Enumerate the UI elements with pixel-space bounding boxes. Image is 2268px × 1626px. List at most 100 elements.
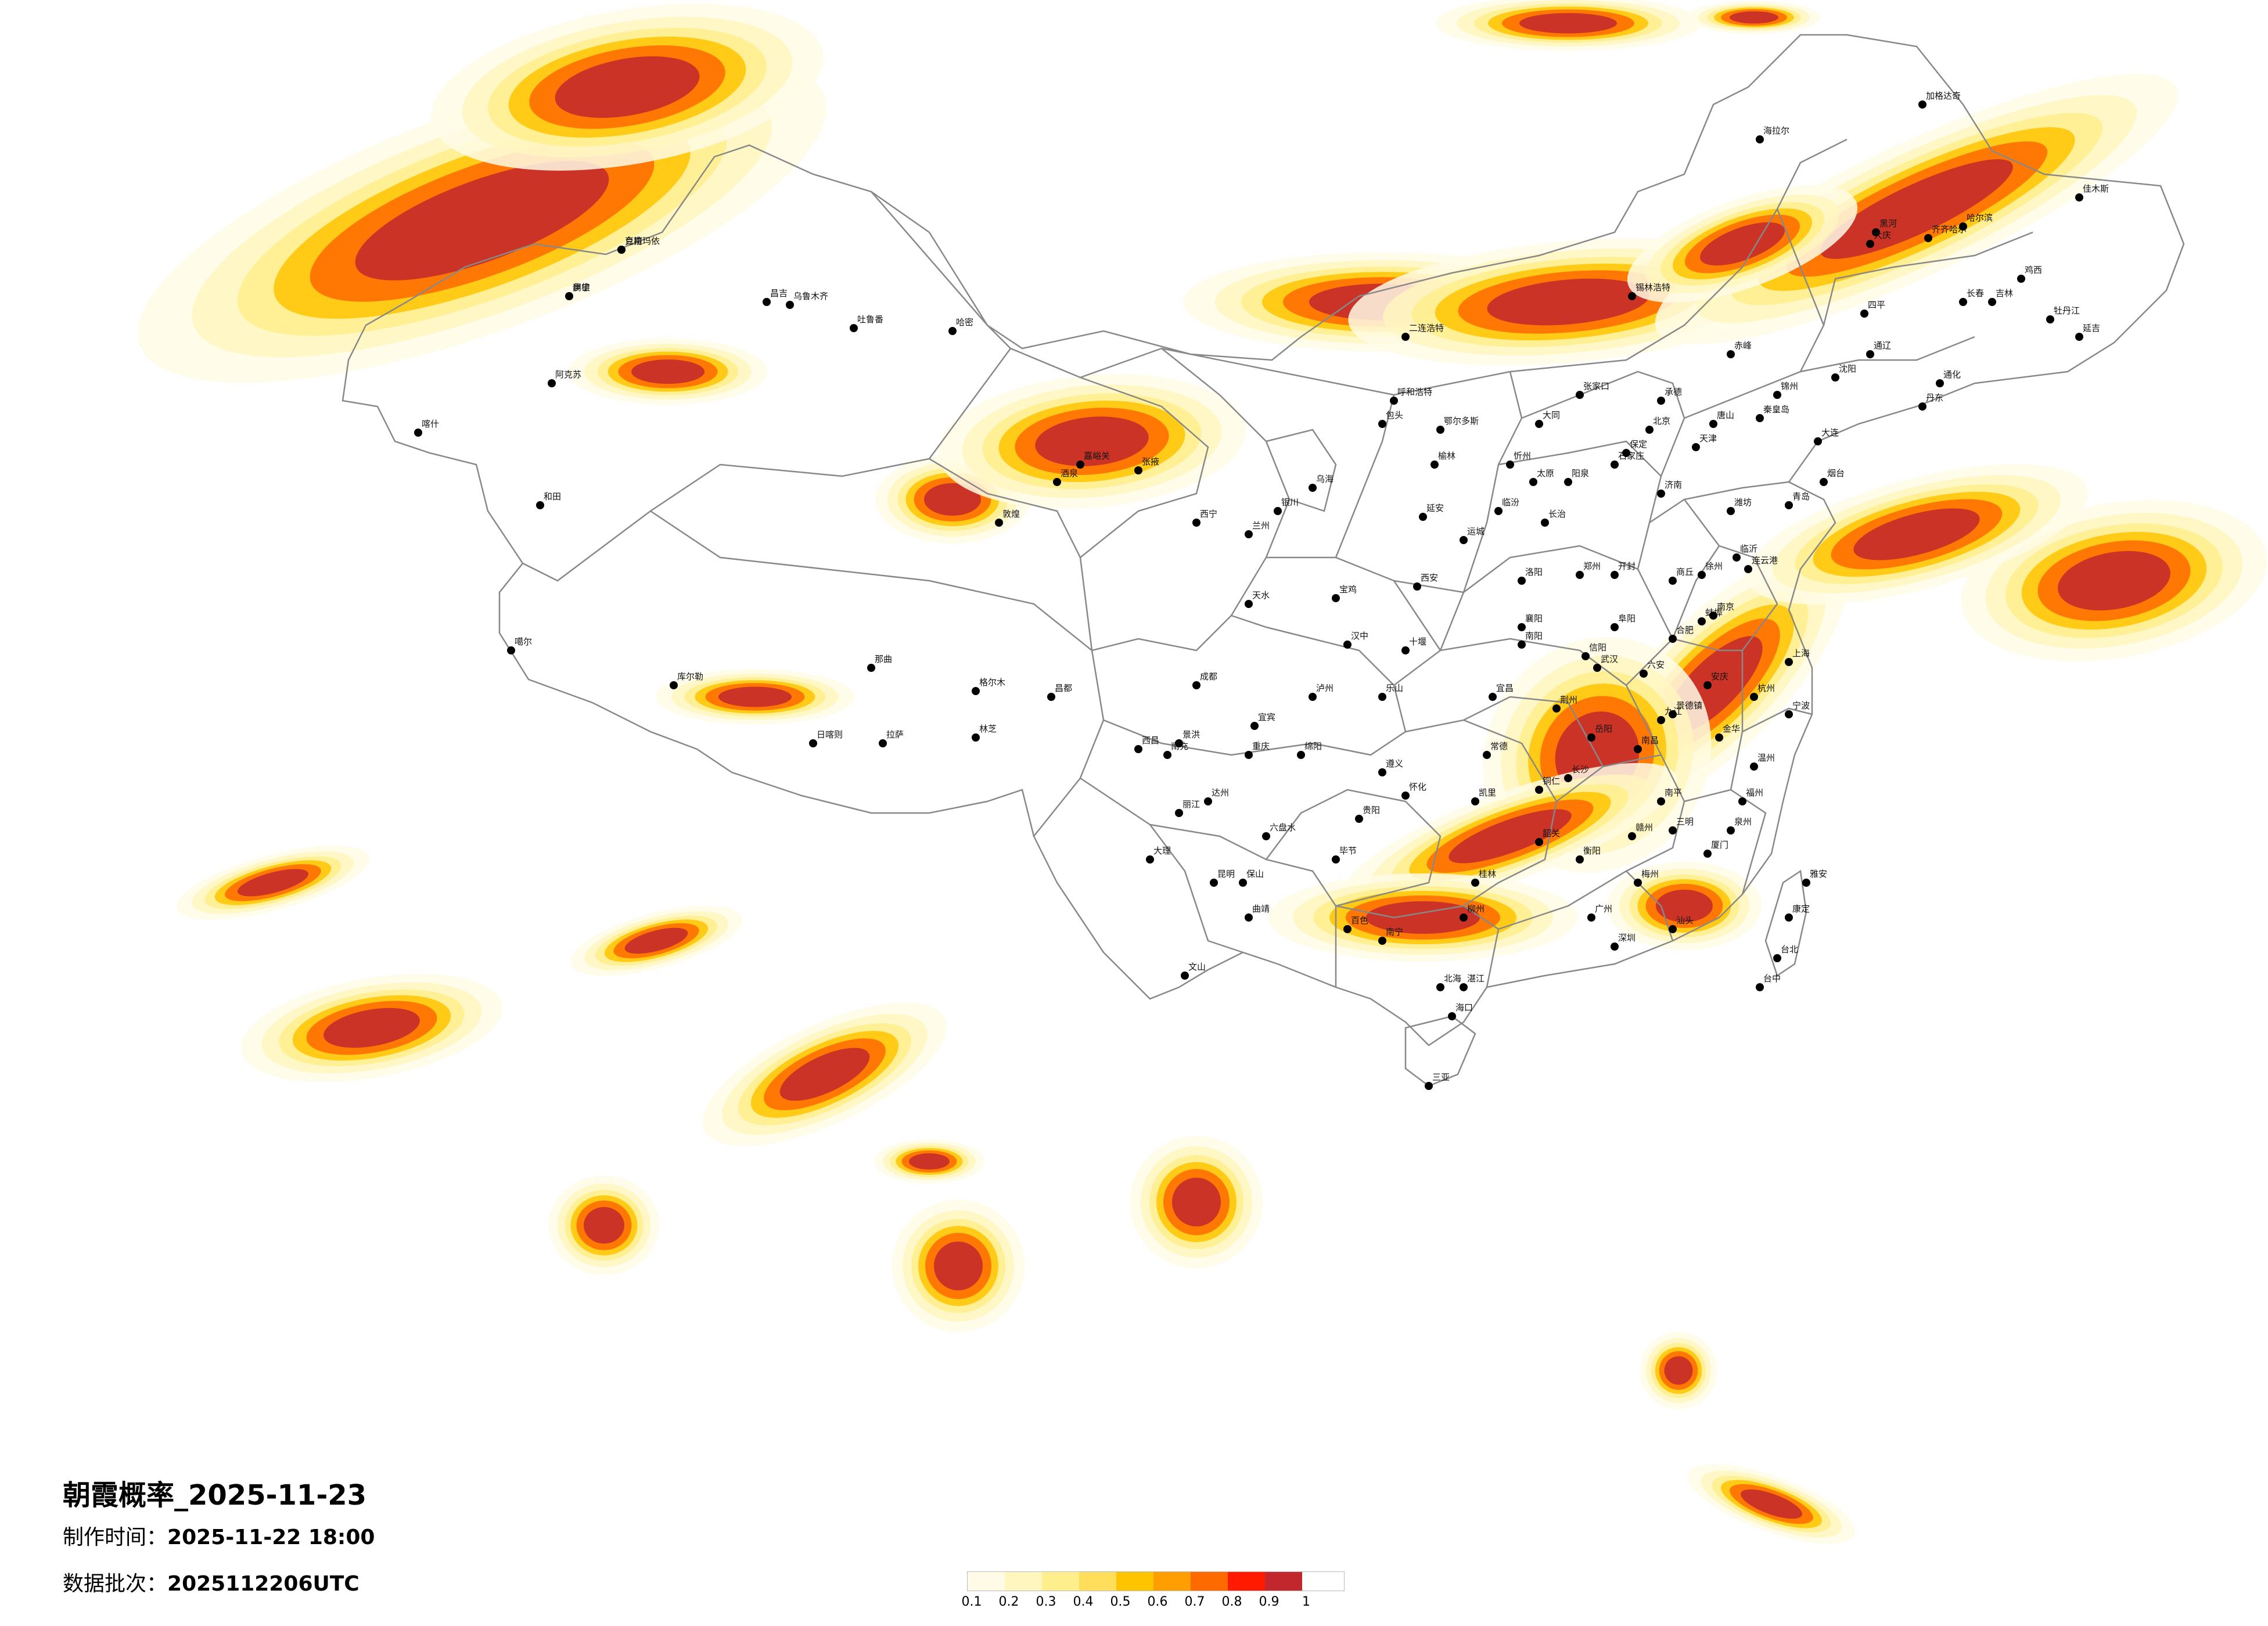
probability-cell	[1366, 901, 1480, 934]
city-label: 承德	[1665, 387, 1682, 397]
shandong-border	[1637, 481, 1789, 570]
city-marker: 包头	[1378, 410, 1403, 428]
city-dot	[1831, 373, 1839, 382]
city-marker: 广州	[1587, 904, 1612, 922]
city-marker: 汕头	[1669, 915, 1694, 933]
city-label: 银川	[1281, 497, 1299, 508]
city-marker: 济南	[1657, 480, 1682, 498]
northeast-border	[1684, 208, 2033, 419]
city-label: 长沙	[1572, 764, 1589, 775]
city-dot	[1669, 635, 1677, 643]
city-marker: 长沙	[1564, 764, 1589, 782]
city-marker: 雅安	[1802, 869, 1827, 887]
city-dot	[1582, 652, 1590, 660]
city-label: 哈尔滨	[1967, 213, 1993, 223]
city-dot	[1715, 733, 1723, 742]
city-marker: 三明	[1669, 816, 1694, 834]
city-label: 阜阳	[1618, 613, 1636, 624]
city-marker: 南京	[1709, 602, 1734, 620]
city-dot	[1541, 519, 1549, 527]
city-dot	[1727, 507, 1735, 515]
city-marker: 商丘	[1669, 567, 1694, 585]
probability-cell	[555, 56, 700, 118]
city-label: 敦煌	[1002, 509, 1020, 519]
city-dot	[1518, 577, 1526, 585]
city-label: 铜仁	[1543, 776, 1560, 786]
city-marker: 阳泉	[1564, 468, 1589, 486]
make-time-label: 制作时间：	[63, 1526, 168, 1549]
city-label: 景洪	[1182, 729, 1200, 740]
henan-border	[1439, 545, 1674, 651]
data-batch: 数据批次：2025112206UTC	[63, 1567, 360, 1597]
city-marker: 潍坊	[1727, 497, 1752, 515]
probability-cell	[2058, 551, 2170, 611]
city-marker: 秦皇岛	[1756, 404, 1789, 422]
city-dot	[972, 687, 980, 695]
city-marker: 温州	[1750, 753, 1775, 771]
city-label: 黑河	[1879, 218, 1897, 229]
city-label: 宁波	[1792, 700, 1810, 711]
city-dot	[1343, 925, 1352, 933]
city-dot	[1756, 135, 1764, 143]
city-dot	[1343, 641, 1352, 649]
probability-cell	[1519, 13, 1617, 34]
city-dot	[1239, 879, 1247, 887]
probability-cell	[237, 869, 309, 897]
city-dot	[1483, 751, 1491, 759]
city-dot	[1785, 501, 1793, 509]
city-label: 西宁	[1200, 509, 1217, 519]
city-dot	[1918, 402, 1926, 411]
city-label: 鸡西	[2025, 265, 2042, 275]
city-marker: 阜阳	[1611, 613, 1636, 631]
city-dot	[1593, 664, 1601, 672]
city-label: 赣州	[1636, 822, 1653, 833]
probability-cell	[1664, 1356, 1693, 1385]
city-marker: 张家口	[1576, 381, 1609, 399]
city-dot	[1657, 397, 1665, 405]
city-marker: 开封	[1611, 561, 1636, 579]
city-label: 运城	[1467, 526, 1485, 537]
city-dot	[1250, 722, 1259, 730]
city-label: 丹东	[1926, 393, 1943, 403]
city-dot	[1750, 693, 1758, 701]
city-dot	[1773, 954, 1781, 962]
city-dot	[1611, 571, 1619, 579]
city-marker: 通化	[1936, 369, 1961, 387]
zhejiang-border	[1730, 707, 1813, 790]
city-dot	[1866, 350, 1874, 358]
city-dot	[1448, 1012, 1456, 1020]
legend-tick-label: 0.1	[961, 1595, 982, 1609]
city-marker: 日喀则	[809, 729, 843, 747]
city-dot	[1181, 972, 1189, 980]
city-marker: 阿克苏	[548, 369, 581, 387]
city-label: 台南	[625, 236, 642, 246]
city-marker: 嘉峪关	[1076, 451, 1110, 469]
city-marker: 成都	[1192, 671, 1217, 689]
anhui-jiangsu-border	[1626, 545, 1778, 732]
probability-cell	[1487, 278, 1649, 326]
xinjiang-border	[522, 191, 1012, 582]
city-label: 绵阳	[1304, 741, 1322, 751]
tibet-border	[650, 510, 1105, 837]
city-marker: 南昌	[1634, 735, 1659, 753]
city-dot	[1401, 333, 1410, 341]
city-label: 吐鲁番	[857, 314, 883, 325]
city-dot	[1988, 298, 1996, 306]
legend-tick-label: 1	[1302, 1595, 1310, 1609]
city-label: 厦门	[1711, 840, 1728, 850]
city-label: 南昌	[1641, 735, 1659, 746]
city-dot	[1425, 1082, 1433, 1090]
city-marker: 延安	[1419, 503, 1444, 521]
city-label: 广州	[1595, 904, 1612, 914]
legend-swatch	[1153, 1572, 1191, 1591]
city-label: 汕头	[1676, 915, 1694, 926]
city-label: 徐州	[1705, 561, 1723, 571]
city-marker: 北海	[1436, 973, 1461, 991]
city-dot	[1918, 100, 1926, 109]
city-label: 连云港	[1752, 555, 1778, 566]
city-marker: 桂林	[1471, 869, 1496, 887]
city-dot	[1727, 350, 1735, 358]
city-marker: 大同	[1535, 410, 1560, 428]
city-dot	[1378, 937, 1386, 945]
city-marker: 长春	[1959, 288, 1984, 306]
